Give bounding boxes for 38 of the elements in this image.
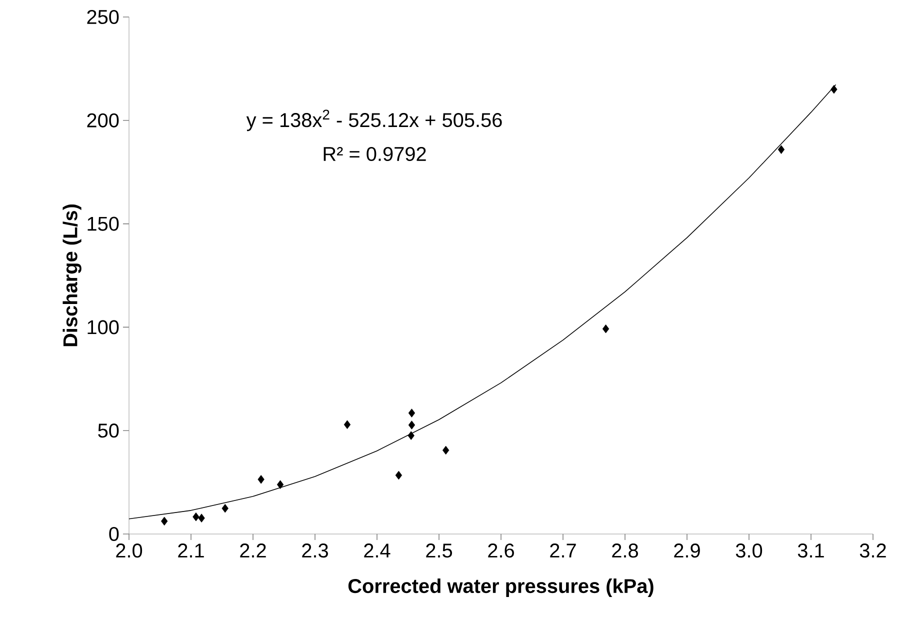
y-tick-label: 200 xyxy=(87,113,119,128)
x-tick-label: 2.4 xyxy=(364,544,390,558)
y-tick-label: 50 xyxy=(98,424,119,438)
point xyxy=(344,420,351,429)
annotation: R² = 0.9792 xyxy=(324,146,426,162)
point xyxy=(408,420,416,430)
x-tick-label: 3.0 xyxy=(736,544,762,558)
y-tick-label: 250 xyxy=(87,10,119,24)
x-tick-label: 2.3 xyxy=(302,544,328,558)
point xyxy=(408,408,416,418)
x-tick-label: 2.7 xyxy=(550,544,576,558)
point xyxy=(198,514,205,522)
y-axis-title: Discharge (L/s) xyxy=(62,204,82,346)
x-tick-label: 2.0 xyxy=(116,544,142,558)
point xyxy=(778,145,785,154)
x-tick-label: 3.2 xyxy=(860,544,886,558)
point xyxy=(222,504,228,513)
y-tick-label: 100 xyxy=(88,320,119,334)
x-axis-title: Corrected water pressures (kPa) xyxy=(348,578,654,598)
x-tick-label: 2.1 xyxy=(178,544,204,558)
x-tick-label: 2.2 xyxy=(240,544,266,558)
point xyxy=(161,516,168,526)
x-tick-label: 2.8 xyxy=(612,544,638,558)
y-tick-label: 150 xyxy=(88,216,119,231)
point xyxy=(192,512,200,522)
x-tick-label: 2.9 xyxy=(674,544,700,558)
x-tick-label: 2.6 xyxy=(488,544,514,558)
point xyxy=(258,475,264,484)
point xyxy=(442,446,450,455)
x-tick-label: 3.1 xyxy=(798,544,824,558)
point xyxy=(395,470,402,480)
annotation: y = 138x$^{2}$ - 525.12x + 505.56 xyxy=(246,110,502,132)
point xyxy=(830,84,838,94)
point xyxy=(276,480,284,489)
x-tick-label: 2.5 xyxy=(426,544,452,558)
y-tick-label: 0 xyxy=(109,526,119,542)
point xyxy=(602,324,610,334)
point xyxy=(408,431,414,440)
